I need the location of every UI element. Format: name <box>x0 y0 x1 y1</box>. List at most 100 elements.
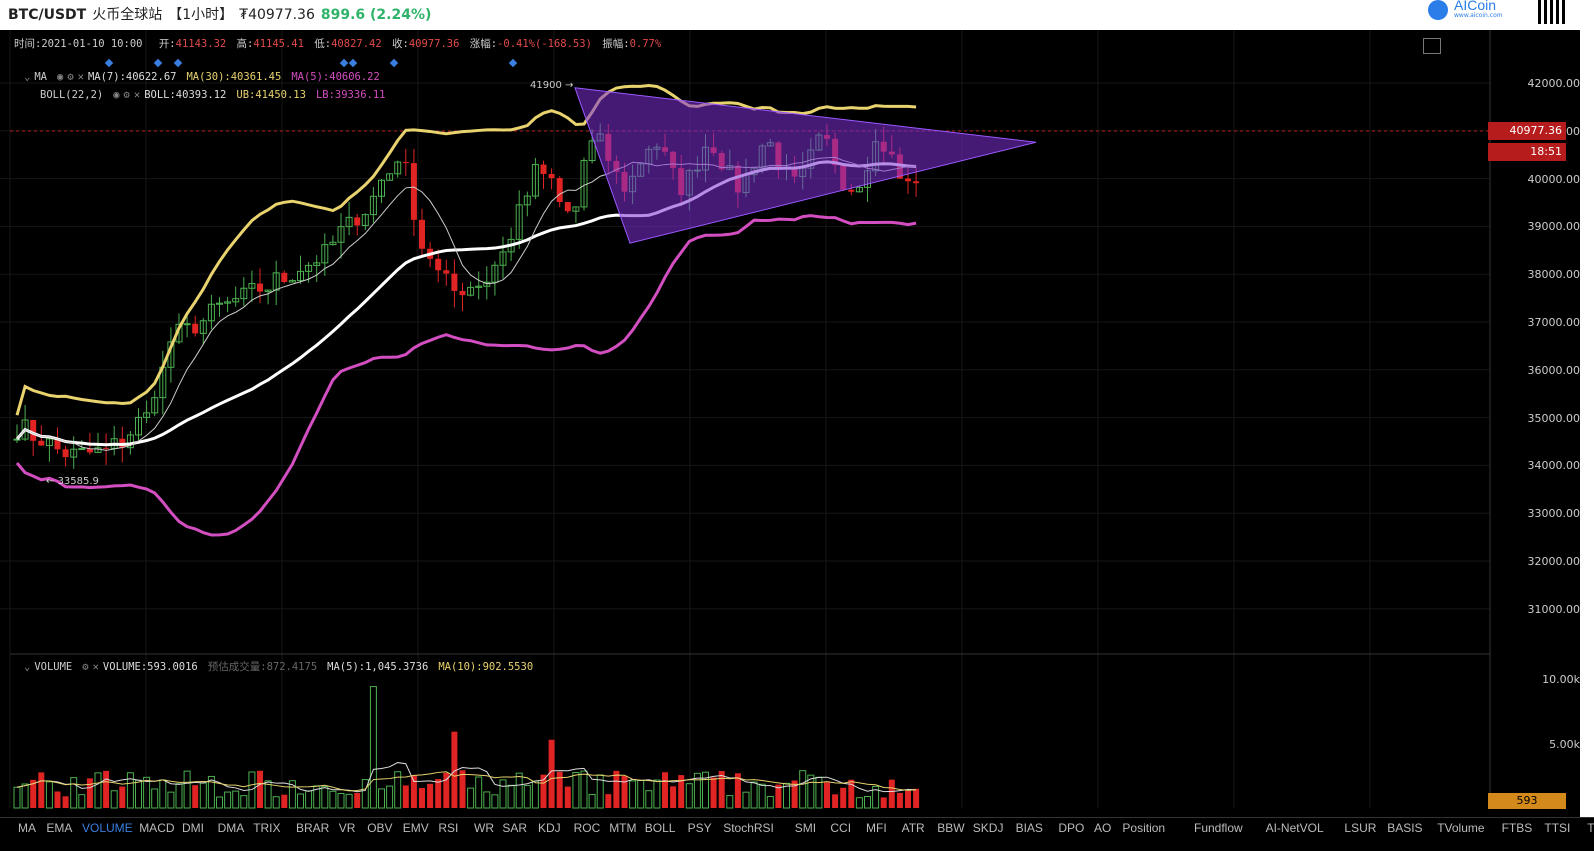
chart-area[interactable]: 时间:2021-01-10 10:00 开:41143.32 高:41145.4… <box>0 30 1594 838</box>
candle-body <box>224 301 232 304</box>
settings-icon[interactable]: ⚙ <box>82 661 89 673</box>
indicator-tab-brar[interactable]: BRAR <box>296 821 330 835</box>
indicator-tab-ttmu[interactable]: TTMU <box>1587 821 1594 835</box>
volume-bar <box>207 775 215 809</box>
candle-body <box>240 287 248 300</box>
volume-bar <box>38 772 45 808</box>
volume-bar <box>523 785 531 809</box>
volume-axis-5k: 5.00k <box>1549 738 1580 751</box>
indicator-tab-ttsi[interactable]: TTSI <box>1544 821 1571 835</box>
volume-bar <box>402 785 409 808</box>
candle-body <box>467 286 475 296</box>
indicator-tab-mtm[interactable]: MTM <box>609 821 637 835</box>
high-value: 41145.41 <box>253 38 304 50</box>
last-price: ₮40977.36 <box>239 7 315 23</box>
candle-body <box>13 438 21 441</box>
indicator-tab-dma[interactable]: DMA <box>217 821 245 835</box>
close-icon[interactable]: ✕ <box>92 661 99 673</box>
aicoin-logo: AICoin www.aicoin.com <box>1428 0 1526 22</box>
indicator-tab-trix[interactable]: TRIX <box>253 821 281 835</box>
volume-bar <box>13 786 21 809</box>
volume-bar <box>588 793 596 809</box>
indicator-tab-boll[interactable]: BOLL <box>644 821 676 835</box>
candle-body <box>540 164 547 174</box>
indicator-tab-sar[interactable]: SAR <box>502 821 528 835</box>
indicator-tab-ao[interactable]: AO <box>1094 821 1112 835</box>
indicator-tab-cci[interactable]: CCI <box>830 821 852 835</box>
volume-bar <box>637 779 645 809</box>
settings-icon[interactable]: ⚙ <box>67 71 74 83</box>
volume-bar <box>135 779 142 809</box>
close-icon[interactable]: ✕ <box>133 89 141 101</box>
volume-bar <box>427 783 434 808</box>
open-value: 41143.32 <box>175 38 227 50</box>
indicator-tab-dpo[interactable]: DPO <box>1058 821 1085 835</box>
indicator-tab-lsur[interactable]: LSUR <box>1344 821 1377 835</box>
volume-bar <box>880 797 887 808</box>
indicator-tab-wr[interactable]: WR <box>474 821 494 835</box>
candle-body <box>483 281 491 287</box>
volume-bar <box>913 788 920 808</box>
indicator-tab-atr[interactable]: ATR <box>901 821 925 835</box>
boll-ub-value: UB:41450.13 <box>236 89 306 101</box>
indicator-tab-emv[interactable]: EMV <box>402 821 429 835</box>
volume-bar <box>662 772 668 808</box>
indicator-tab-stochrsi[interactable]: StochRSI <box>723 821 774 835</box>
indicator-tab-volume[interactable]: VOLUME <box>82 821 133 835</box>
indicator-tab-ma[interactable]: MA <box>18 821 36 835</box>
volume-bar <box>645 790 653 809</box>
eye-icon[interactable]: ◉ <box>113 89 120 101</box>
indicator-tab-fundflow[interactable]: Fundflow <box>1194 821 1243 835</box>
price-axis-label: 42000.00 <box>1527 77 1581 90</box>
volume-bar <box>103 770 110 808</box>
indicator-tab-vr[interactable]: VR <box>338 821 356 835</box>
close-icon[interactable]: ✕ <box>77 71 84 83</box>
collapse-icon[interactable]: ⌄ <box>24 661 31 673</box>
indicator-tab-ai-netvol[interactable]: AI-NetVOL <box>1265 821 1324 835</box>
volume-bar <box>110 790 118 809</box>
volume-bar <box>257 770 263 808</box>
volume-bar <box>159 779 167 809</box>
candle-body <box>499 251 507 266</box>
indicator-tab-tvolume[interactable]: TVolume <box>1437 821 1485 835</box>
indicator-tab-bbw[interactable]: BBW <box>937 821 965 835</box>
indicator-tab-obv[interactable]: OBV <box>367 821 393 835</box>
settings-icon[interactable]: ⚙ <box>123 89 130 101</box>
indicator-tab-ema[interactable]: EMA <box>46 821 73 835</box>
indicator-tab-kdj[interactable]: KDJ <box>538 821 561 835</box>
indicator-tab-skdj[interactable]: SKDJ <box>972 821 1004 835</box>
candlestick-chart[interactable] <box>0 30 1594 838</box>
candle-body <box>143 412 151 418</box>
candle-body <box>151 397 159 414</box>
candle-body <box>183 323 191 326</box>
volume-bar <box>475 776 483 809</box>
indicator-tab-bias[interactable]: BIAS <box>1015 821 1043 835</box>
volume-bar <box>734 773 741 808</box>
volume-bar <box>896 792 903 808</box>
volume-bar <box>119 786 126 808</box>
volume-bar <box>750 781 758 809</box>
indicator-tab-mfi[interactable]: MFI <box>866 821 887 835</box>
indicator-tab-rsi[interactable]: RSI <box>438 821 459 835</box>
ohlc-row: 时间:2021-01-10 10:00 开:41143.32 高:41145.4… <box>14 36 665 51</box>
price-axis-label: 34000.00 <box>1527 459 1581 473</box>
indicator-tab-psy[interactable]: PSY <box>687 821 712 835</box>
indicator-tab-basis[interactable]: BASIS <box>1387 821 1423 835</box>
indicator-tab-roc[interactable]: ROC <box>573 821 601 835</box>
volume-bar <box>86 778 93 808</box>
settings-panel-icon[interactable] <box>1423 38 1441 54</box>
collapse-icon[interactable]: ⌄ <box>24 71 31 83</box>
volume-bar <box>297 793 304 809</box>
price-axis-label: 37000.00 <box>1527 316 1581 329</box>
indicator-tab-smi[interactable]: SMI <box>794 821 817 835</box>
time-label: 时间: <box>14 38 42 50</box>
volume-ma10-line <box>16 771 917 792</box>
eye-icon[interactable]: ◉ <box>56 71 64 83</box>
indicator-tab-macd[interactable]: MACD <box>139 821 175 835</box>
price-change: 899.6 (2.24%) <box>320 7 432 23</box>
volume-bar <box>224 791 232 809</box>
indicator-tab-ftbs[interactable]: FTBS <box>1501 821 1533 835</box>
indicator-tab-dmi[interactable]: DMI <box>182 821 204 835</box>
candle-body <box>62 449 69 458</box>
indicator-tab-position[interactable]: Position <box>1122 821 1166 835</box>
